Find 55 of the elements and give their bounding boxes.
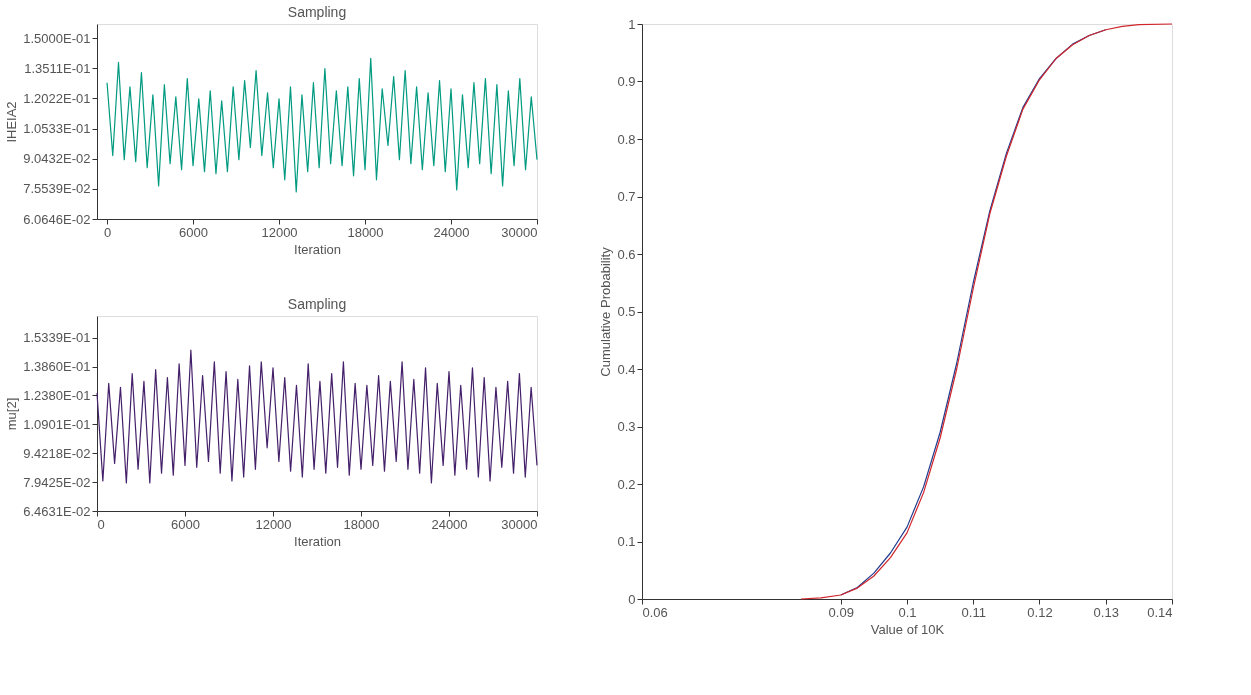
y-tick-label: 0.6 <box>617 246 636 262</box>
x-tick-label: 0.12 <box>1027 604 1053 620</box>
x-tick-label: 0.1 <box>898 604 917 620</box>
y-tick-label: 7.5539E-02 <box>23 181 91 197</box>
y-axis-title: IHEIA2 <box>4 101 20 143</box>
y-axis-title: mu[2] <box>4 397 20 431</box>
y-tick-label: 0.2 <box>617 476 636 492</box>
chart-title: Sampling <box>287 296 347 312</box>
y-tick-label: 9.0432E-02 <box>23 151 91 167</box>
y-tick-label: 0.1 <box>617 534 636 549</box>
x-tick-label: 18000 <box>347 224 384 240</box>
y-tick-label: 0.5 <box>617 304 636 319</box>
x-tick-label: 12000 <box>255 516 292 532</box>
x-tick-label: 0.06 <box>642 604 668 620</box>
x-axis-title: Iteration <box>294 533 341 549</box>
x-tick-label: 0 <box>103 224 112 240</box>
chart-title: Sampling <box>287 4 347 20</box>
y-tick-label: 1.0901E-01 <box>23 416 91 432</box>
y-tick-label: 1 <box>628 16 636 32</box>
x-tick-label: 6000 <box>179 224 208 240</box>
y-tick-label: 0.8 <box>617 131 636 147</box>
x-tick-label: 0.11 <box>961 604 986 620</box>
y-tick-label: 9.4218E-02 <box>23 445 91 461</box>
x-axis-title: Value of 10K <box>870 621 945 637</box>
y-tick-label: 6.4631E-02 <box>23 503 91 519</box>
y-tick-label: 1.5000E-01 <box>23 30 91 46</box>
y-tick-label: 7.9425E-02 <box>23 474 91 490</box>
y-tick-label: 1.2022E-01 <box>23 90 91 106</box>
line-series <box>96 349 538 484</box>
line-series <box>106 57 538 193</box>
y-tick-label: 1.3860E-01 <box>23 359 91 375</box>
x-tick-label: 0.09 <box>828 604 854 620</box>
y-axis-title: Cumulative Probability <box>598 246 614 377</box>
x-tick-label: 24000 <box>431 516 468 532</box>
y-tick-label: 1.0533E-01 <box>23 121 91 137</box>
y-tick-label: 0.4 <box>617 361 636 377</box>
x-tick-label: 30000 <box>501 516 538 532</box>
y-tick-label: 0.3 <box>617 419 636 434</box>
x-tick-label: 12000 <box>261 224 298 240</box>
x-tick-label: 18000 <box>343 516 380 532</box>
y-tick-label: 6.0646E-02 <box>23 211 91 227</box>
y-tick-label: 0.7 <box>617 189 636 204</box>
y-tick-label: 0 <box>628 591 636 607</box>
x-tick-label: 30000 <box>501 224 538 240</box>
line-series <box>800 23 1173 600</box>
x-axis-title: Iteration <box>294 241 341 257</box>
y-tick-label: 1.3511E-01 <box>24 60 91 76</box>
x-tick-label: 6000 <box>171 516 200 532</box>
x-tick-label: 24000 <box>433 224 470 240</box>
y-tick-label: 0.9 <box>617 74 636 89</box>
y-tick-label: 1.2380E-01 <box>23 387 91 403</box>
x-tick-label: 0 <box>97 516 105 532</box>
x-tick-label: 0.14 <box>1147 604 1173 620</box>
y-tick-label: 1.5339E-01 <box>23 330 91 346</box>
x-tick-label: 0.13 <box>1093 604 1119 620</box>
